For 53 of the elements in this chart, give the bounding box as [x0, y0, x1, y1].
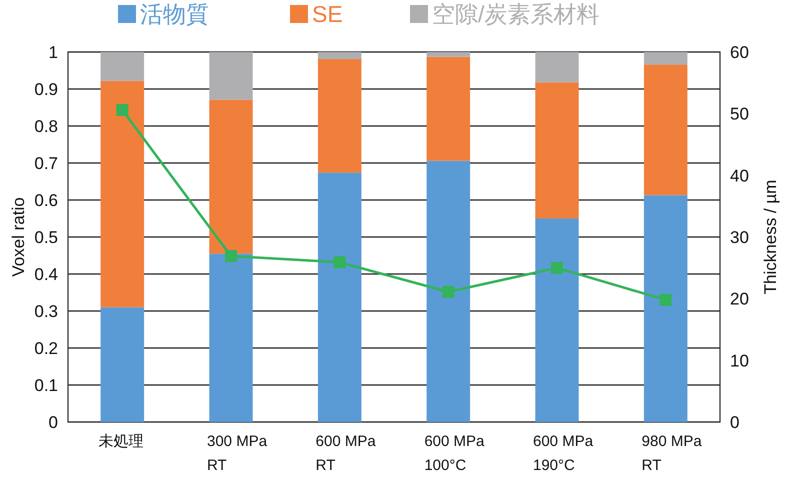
y-tick-label: 0.8 [34, 116, 58, 136]
y2-tick-label: 50 [730, 104, 749, 124]
x-tick-label: 600 MPa RT [316, 433, 376, 474]
x-tick-label: 600 MPa 190°C [533, 433, 594, 474]
bar [100, 52, 144, 81]
bar [209, 100, 253, 254]
y2-tick-label: 10 [730, 351, 749, 370]
x-tick-label: 未処理 [98, 433, 144, 450]
bar [535, 52, 579, 82]
bar [318, 52, 362, 60]
x-tick-label: 600 MPa 100°C [424, 433, 486, 474]
bar [535, 82, 579, 218]
point [116, 104, 128, 116]
y-tick-label: 0.3 [34, 302, 58, 321]
bar [426, 52, 470, 57]
bar [644, 195, 688, 422]
bar [209, 52, 253, 100]
bar [100, 307, 144, 422]
point [334, 256, 346, 268]
bar [318, 59, 362, 173]
legend-label: SE [312, 1, 343, 27]
y-tick-label: 0.5 [34, 228, 58, 247]
y2-tick-label: 20 [730, 290, 749, 309]
y-tick-label: 0.4 [34, 264, 58, 284]
y-axis-title: Voxel ratio [9, 197, 28, 277]
y-tick-label: 0.2 [34, 338, 58, 358]
y2-tick-label: 0 [730, 412, 740, 432]
y-tick-label: 0.7 [34, 154, 58, 173]
y-tick-label: 0.1 [34, 376, 58, 395]
y2-tick-label: 30 [730, 228, 749, 247]
x-tick-label: 980 MPa RT [642, 433, 702, 474]
y2-tick-label: 40 [730, 166, 749, 186]
x-tick-label: 300 MPa RT [207, 433, 268, 474]
bar [535, 218, 579, 422]
y2-axis-title: Thickness / µm [761, 180, 780, 294]
bar [426, 160, 470, 422]
point [225, 250, 237, 262]
y-tick-label: 0.9 [34, 80, 58, 99]
bar [100, 80, 144, 308]
bar [318, 172, 362, 422]
y-tick-label: 0.6 [34, 190, 58, 210]
bar [209, 254, 253, 422]
y-tick-label: 0 [48, 412, 58, 432]
y-tick-label: 1 [48, 42, 58, 62]
legend-label: 空隙/炭素系材料 [432, 1, 600, 27]
point [442, 286, 454, 298]
bar [426, 56, 470, 161]
bar [644, 52, 688, 65]
point [551, 262, 563, 274]
y2-tick-label: 60 [730, 42, 749, 62]
point [660, 294, 672, 306]
bar [644, 64, 688, 196]
legend-label: 活物質 [140, 1, 209, 27]
